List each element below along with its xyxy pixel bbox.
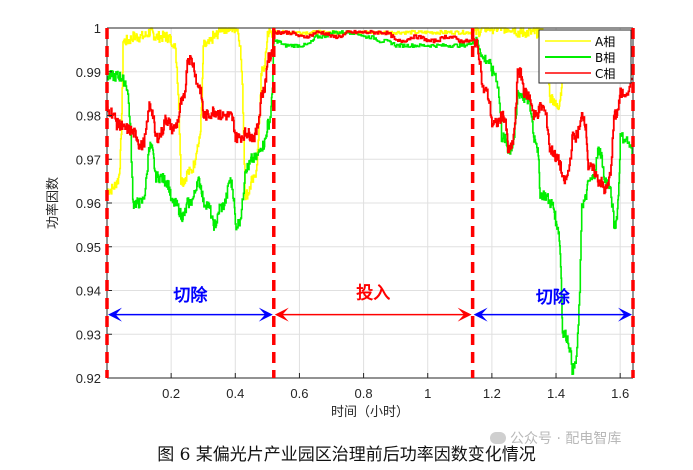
x-tick-label: 1.4 [547,386,565,401]
watermark: 公众号 · 配电智库 [490,428,621,448]
y-tick-label: 0.92 [76,371,101,386]
y-tick-label: 0.95 [76,240,101,255]
region-annotations: 切除 投入 切除 [105,28,635,378]
region-label: 切除 [536,287,571,308]
x-tick-label: 0.6 [290,386,308,401]
y-tick-label: 0.97 [76,152,101,167]
x-tick-label: 1 [424,386,431,401]
legend-label-c: C相 [595,67,615,81]
arrow-head [473,307,488,322]
y-tick-label: 0.94 [76,284,101,299]
y-tick-label: 0.96 [76,196,101,211]
data-series [106,27,633,375]
x-axis-title: 时间（小时） [331,405,409,420]
arrow-head [457,307,472,322]
watermark-text: 公众号 · 配电智库 [510,431,622,447]
region-label: 投入 [356,283,390,304]
x-tick-label: 0.4 [226,386,244,401]
y-tick-label: 0.98 [76,109,101,124]
y-axis-title: 功率因数 [45,177,61,229]
arrow-head [618,307,632,322]
legend-label-a: A相 [595,35,615,49]
x-tick-label: 1.6 [611,386,629,401]
y-tick-label: 0.93 [76,327,101,342]
y-tick-label: 1 [94,21,101,36]
region-label: 切除 [173,285,208,306]
x-tick-label: 1.2 [483,386,501,401]
arrow-head [108,307,122,322]
y-tick-label: 0.99 [76,65,101,80]
legend: A相 B相 C相 [538,29,632,84]
arrow-head [258,307,273,322]
arrow-head [274,307,289,322]
series-line-c [106,29,633,195]
wechat-icon [490,432,506,444]
figure-caption: 图 6 某偏光片产业园区治理前后功率因数变化情况 [157,445,536,465]
x-tick-label: 0.8 [355,386,373,401]
legend-label-b: B相 [595,51,615,65]
x-tick-label: 0.2 [162,386,180,401]
